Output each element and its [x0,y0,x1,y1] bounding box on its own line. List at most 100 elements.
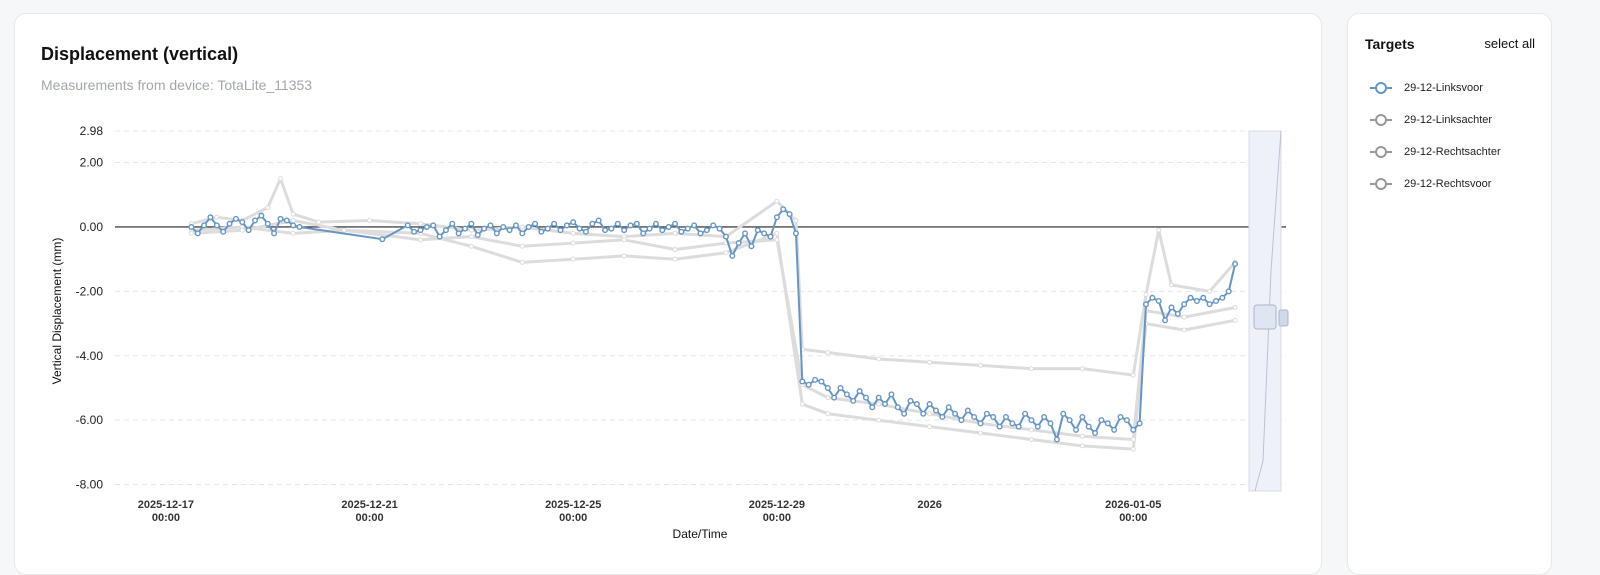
data-point[interactable] [487,222,494,229]
data-point[interactable] [735,240,742,247]
data-point[interactable] [862,394,869,401]
data-point[interactable] [271,230,278,237]
target-item[interactable]: 29-12-Rechtsachter [1370,136,1550,168]
data-point[interactable] [589,220,596,227]
data-point[interactable] [1009,420,1016,427]
data-point[interactable] [792,230,799,237]
data-point[interactable] [500,223,507,230]
data-point[interactable] [1142,301,1149,308]
data-point[interactable] [1212,298,1219,305]
data-point[interactable] [220,228,227,235]
data-point[interactable] [525,223,532,230]
data-point[interactable] [691,222,698,229]
data-point[interactable] [996,423,1003,430]
data-point[interactable] [449,220,456,227]
data-point[interactable] [869,404,876,411]
data-point[interactable] [964,407,971,414]
data-point[interactable] [1155,298,1162,305]
data-point[interactable] [188,223,195,230]
data-point[interactable] [913,401,920,408]
data-point[interactable] [1085,423,1092,430]
data-point[interactable] [436,233,443,240]
data-point[interactable] [481,225,488,232]
data-point[interactable] [812,376,819,383]
data-point[interactable] [245,227,252,234]
data-point[interactable] [971,413,978,420]
data-point[interactable] [824,384,831,391]
data-point[interactable] [646,225,653,232]
data-point[interactable] [1168,304,1175,311]
data-point[interactable] [1079,413,1086,420]
data-point[interactable] [283,217,290,224]
data-point[interactable] [1041,413,1048,420]
data-point[interactable] [474,232,481,239]
data-point[interactable] [1034,423,1041,430]
data-point[interactable] [1066,417,1073,424]
data-point[interactable] [582,228,589,235]
data-point[interactable] [379,236,386,243]
data-point[interactable] [672,220,679,227]
data-point[interactable] [780,206,787,213]
data-point[interactable] [462,225,469,232]
data-point[interactable] [423,223,430,230]
data-point[interactable] [551,220,558,227]
data-point[interactable] [1232,260,1239,267]
target-item[interactable]: 29-12-Linksvoor [1370,72,1550,104]
data-point[interactable] [1200,294,1207,301]
displacement-chart[interactable]: 2.98 2.00 0.00 -2.00 -4.00 -6.00 -8.00 2025-12-… [15,14,1321,554]
data-point[interactable] [1022,410,1029,417]
data-point[interactable] [850,397,857,404]
data-point[interactable] [977,420,984,427]
data-point[interactable] [258,212,265,219]
data-point[interactable] [754,227,761,234]
data-point[interactable] [519,230,526,237]
data-point[interactable] [799,378,806,385]
data-point[interactable] [1098,417,1105,424]
data-point[interactable] [290,222,297,229]
data-point[interactable] [1015,423,1022,430]
data-point[interactable] [945,404,952,411]
data-point[interactable] [239,219,246,226]
data-point[interactable] [1117,413,1124,420]
data-point[interactable] [678,228,685,235]
data-point[interactable] [703,227,710,234]
data-point[interactable] [602,227,609,234]
data-point[interactable] [920,410,927,417]
data-point[interactable] [226,220,233,227]
data-point[interactable] [1072,426,1079,433]
target-item[interactable]: 29-12-Rechtsvoor [1370,168,1550,200]
data-point[interactable] [901,410,908,417]
data-point[interactable] [468,220,475,227]
data-point[interactable] [614,220,621,227]
data-point[interactable] [1206,301,1213,308]
data-point[interactable] [1174,310,1181,317]
data-point[interactable] [1219,294,1226,301]
data-point[interactable] [888,391,895,398]
data-point[interactable] [1002,413,1009,420]
data-point[interactable] [506,227,513,234]
data-point[interactable] [512,222,519,229]
data-point[interactable] [194,230,201,237]
data-point[interactable] [1181,301,1188,308]
data-point[interactable] [1193,298,1200,305]
data-point[interactable] [1111,426,1118,433]
data-point[interactable] [652,220,659,227]
data-point[interactable] [958,417,965,424]
data-point[interactable] [939,413,946,420]
data-point[interactable] [773,214,780,221]
data-point[interactable] [742,230,749,237]
data-point[interactable] [1187,294,1194,301]
data-point[interactable] [856,388,863,395]
data-point[interactable] [761,230,768,237]
data-point[interactable] [926,401,933,408]
data-point[interactable] [1028,417,1035,424]
target-item[interactable]: 29-12-Linksachter [1370,104,1550,136]
data-point[interactable] [595,217,602,224]
data-point[interactable] [207,214,214,221]
data-point[interactable] [1047,420,1054,427]
data-point[interactable] [697,230,704,237]
data-point[interactable] [952,410,959,417]
data-point[interactable] [277,215,284,222]
data-point[interactable] [532,220,539,227]
data-point[interactable] [213,222,220,229]
